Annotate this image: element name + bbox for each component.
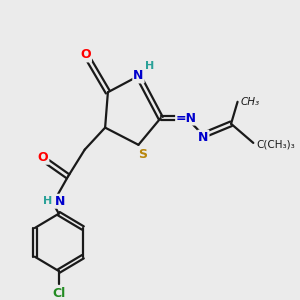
Text: H: H: [145, 61, 154, 71]
Text: Cl: Cl: [52, 286, 65, 299]
Text: S: S: [138, 148, 147, 161]
Text: O: O: [38, 151, 48, 164]
Text: N: N: [198, 131, 208, 144]
Text: H: H: [43, 196, 52, 206]
Text: =N: =N: [176, 112, 197, 124]
Text: C(CH₃)₃: C(CH₃)₃: [256, 140, 295, 150]
Text: N: N: [55, 195, 65, 208]
Text: CH₃: CH₃: [240, 97, 260, 107]
Text: N: N: [133, 70, 144, 83]
Text: O: O: [80, 48, 91, 62]
